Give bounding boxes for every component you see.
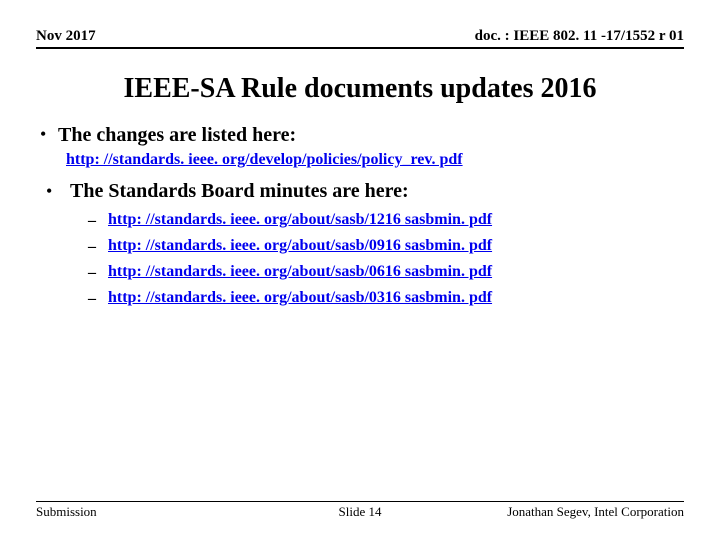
bullet-2-text: The Standards Board minutes are here: bbox=[70, 179, 409, 203]
bullet-2: • The Standards Board minutes are here: bbox=[40, 179, 684, 203]
sublink-list: – http: //standards. ieee. org/about/sas… bbox=[40, 211, 684, 309]
list-item: – http: //standards. ieee. org/about/sas… bbox=[88, 289, 684, 309]
bullet-1-text: The changes are listed here: bbox=[58, 123, 296, 147]
dash-icon: – bbox=[88, 263, 108, 283]
list-item: – http: //standards. ieee. org/about/sas… bbox=[88, 263, 684, 283]
dash-icon: – bbox=[88, 237, 108, 257]
bullet-1: • The changes are listed here: bbox=[40, 123, 684, 147]
header-doc-id: doc. : IEEE 802. 11 -17/1552 r 01 bbox=[475, 28, 684, 45]
footer-left: Submission bbox=[36, 504, 97, 520]
footer-slide-number: Slide 14 bbox=[339, 504, 382, 520]
bullet-marker: • bbox=[46, 179, 70, 203]
sasb-link-0616[interactable]: http: //standards. ieee. org/about/sasb/… bbox=[108, 263, 492, 281]
sasb-link-1216[interactable]: http: //standards. ieee. org/about/sasb/… bbox=[108, 211, 492, 229]
slide-footer: Submission Slide 14 Jonathan Segev, Inte… bbox=[36, 501, 684, 520]
header-date: Nov 2017 bbox=[36, 28, 96, 45]
slide-title: IEEE-SA Rule documents updates 2016 bbox=[36, 73, 684, 105]
list-item: – http: //standards. ieee. org/about/sas… bbox=[88, 237, 684, 257]
policy-rev-link[interactable]: http: //standards. ieee. org/develop/pol… bbox=[66, 151, 463, 168]
slide-content: • The changes are listed here: http: //s… bbox=[36, 123, 684, 309]
footer-author: Jonathan Segev, Intel Corporation bbox=[507, 504, 684, 520]
slide-header: Nov 2017 doc. : IEEE 802. 11 -17/1552 r … bbox=[36, 28, 684, 49]
dash-icon: – bbox=[88, 289, 108, 309]
sasb-link-0316[interactable]: http: //standards. ieee. org/about/sasb/… bbox=[108, 289, 492, 307]
list-item: – http: //standards. ieee. org/about/sas… bbox=[88, 211, 684, 231]
sasb-link-0916[interactable]: http: //standards. ieee. org/about/sasb/… bbox=[108, 237, 492, 255]
bullet-marker: • bbox=[40, 123, 58, 145]
dash-icon: – bbox=[88, 211, 108, 231]
bullet-1-link-wrap: http: //standards. ieee. org/develop/pol… bbox=[40, 151, 684, 169]
